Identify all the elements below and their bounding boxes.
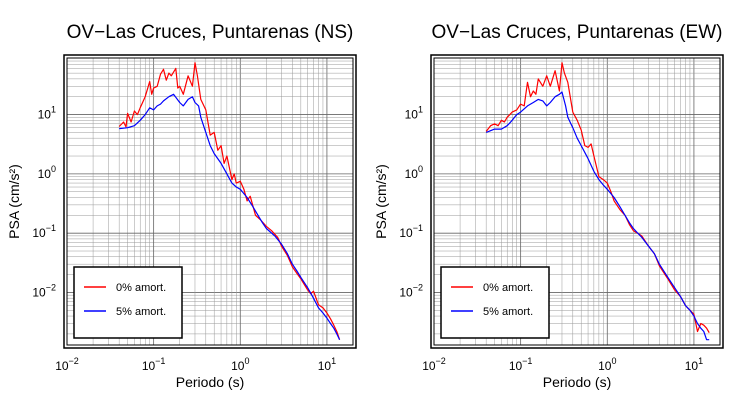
- y-tick-label: 10−1: [399, 223, 423, 240]
- plot-frame: [433, 57, 721, 346]
- y-axis-label: PSA (cm/s²): [6, 164, 22, 239]
- y-tick-label: 10−2: [399, 282, 423, 299]
- legend-label: 5% amort.: [116, 306, 166, 318]
- y-tick-label: 101: [38, 105, 56, 122]
- y-tick-label: 101: [405, 105, 423, 122]
- y-tick-label: 100: [405, 164, 423, 181]
- plot-frame: [66, 57, 354, 346]
- legend: 0% amort. 5% amort.: [73, 266, 183, 339]
- x-tick-label: 10−1: [509, 356, 533, 373]
- x-tick-label: 101: [318, 356, 336, 373]
- y-tick-label: 10−1: [32, 223, 56, 240]
- x-tick-label: 100: [598, 356, 616, 373]
- legend-box: [73, 266, 183, 339]
- x-axis-label: Periodo (s): [176, 374, 244, 390]
- x-tick-label: 10−2: [422, 356, 446, 373]
- y-tick-label: 100: [38, 164, 56, 181]
- chart-ew-panel: OV−Las Cruces, Puntarenas (EW) 10−2 10−1 10…: [373, 22, 724, 390]
- grid: [433, 57, 721, 345]
- chart-title: OV−Las Cruces, Puntarenas (NS): [67, 22, 354, 43]
- x-tick-label: 10−1: [142, 356, 166, 373]
- x-tick-label: 100: [231, 356, 249, 373]
- series-line-1: [485, 91, 710, 341]
- legend-label: 0% amort.: [116, 282, 166, 294]
- plot-outer-frame: [430, 54, 724, 349]
- plot-outer-frame: [63, 54, 357, 349]
- chart-title: OV−Las Cruces, Puntarenas (EW): [432, 22, 723, 43]
- legend: 0% amort. 5% amort.: [440, 266, 550, 339]
- legend-label: 5% amort.: [483, 306, 533, 318]
- series-line-1: [119, 93, 341, 340]
- y-tick-label: 10−2: [32, 282, 56, 299]
- x-tick-label: 101: [685, 356, 703, 373]
- legend-box: [440, 266, 550, 339]
- chart-ns-panel: OV−Las Cruces, Puntarenas (NS) 10−2 10−1 10…: [6, 22, 357, 390]
- y-axis-label: PSA (cm/s²): [373, 164, 389, 239]
- series-line-0: [118, 62, 341, 340]
- series-line-0: [485, 62, 710, 334]
- x-tick-label: 10−2: [55, 356, 79, 373]
- x-axis-label: Periodo (s): [543, 374, 611, 390]
- legend-label: 0% amort.: [483, 282, 533, 294]
